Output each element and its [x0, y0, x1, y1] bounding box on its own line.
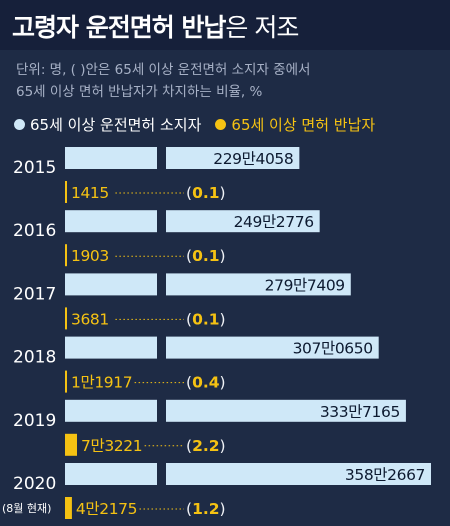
legend-returns-label: 65세 이상 면허 반납자 [231, 115, 376, 134]
year-label: 2018 [13, 348, 56, 368]
ratio-label: (0.1) [186, 184, 226, 202]
year-label: 2016 [13, 221, 56, 241]
title-light: 은 저조 [225, 13, 299, 42]
returns-value-label: 3681 [71, 310, 109, 328]
holders-value-label: 249만2776 [234, 213, 314, 231]
returns-bar [65, 181, 67, 203]
holders-bar [166, 463, 431, 485]
returns-value-label: 1만1917 [71, 374, 132, 392]
returns-bar [65, 497, 72, 519]
unit-note-line1: 단위: 명, ( )안은 65세 이상 운전면허 소지자 중에서 [16, 62, 311, 78]
returns-value-label: 4만2175 [76, 500, 137, 518]
holders-bar-stub [65, 336, 157, 359]
year-label: 2017 [13, 284, 56, 304]
holders-bar [166, 336, 379, 359]
title-bold: 고령자 운전면허 반납 [12, 13, 226, 42]
year-label: 2020 [13, 474, 56, 494]
chart-title: 고령자 운전면허 반납은 저조 [12, 8, 299, 44]
legend-returns-marker [215, 118, 227, 130]
ratio-label: (2.2) [186, 437, 226, 455]
holders-value-label: 229만4058 [213, 150, 293, 168]
ratio-label: (0.4) [186, 374, 226, 392]
holders-bar [166, 210, 320, 233]
legend-holders-label: 65세 이상 운전면허 소지자 [30, 115, 202, 134]
ratio-label: (0.1) [186, 247, 226, 265]
legend-item-returns: 65세 이상 면허 반납자 [215, 114, 375, 135]
holders-value-label: 279만7409 [265, 276, 345, 294]
year-label: 2019 [13, 411, 56, 431]
holders-value-label: 358만2667 [345, 466, 425, 484]
holders-bar-stub [65, 399, 157, 422]
holders-bar [166, 399, 406, 422]
year-label: 2015 [13, 158, 56, 178]
holders-value-label: 333만7165 [320, 403, 400, 421]
holders-bar-stub [65, 147, 157, 169]
holders-bar-stub [65, 210, 157, 233]
holders-value-label: 307만0650 [293, 340, 373, 358]
returns-bar [65, 244, 67, 267]
legend: 65세 이상 운전면허 소지자 65세 이상 면허 반납자 [14, 114, 375, 134]
title-bar [0, 0, 450, 50]
holders-bar-stub [65, 463, 157, 485]
returns-bar [65, 307, 67, 330]
holders-bar [166, 147, 300, 169]
ratio-label: (0.1) [186, 310, 226, 328]
returns-value-label: 1903 [71, 247, 109, 265]
returns-value-label: 1415 [71, 184, 109, 202]
unit-note-line2: 65세 이상 면허 반납자가 차지하는 비율, % [16, 84, 263, 100]
legend-holders-marker [14, 118, 25, 130]
returns-bar [65, 370, 67, 393]
holders-bar [166, 273, 351, 296]
returns-bar [65, 433, 77, 456]
returns-value-label: 7만3221 [81, 437, 142, 455]
ratio-label: (1.2) [186, 500, 226, 518]
legend-item-holders: 65세 이상 운전면허 소지자 [14, 114, 201, 135]
year-note: (8월 현재) [2, 502, 51, 515]
holders-bar-stub [65, 273, 157, 296]
